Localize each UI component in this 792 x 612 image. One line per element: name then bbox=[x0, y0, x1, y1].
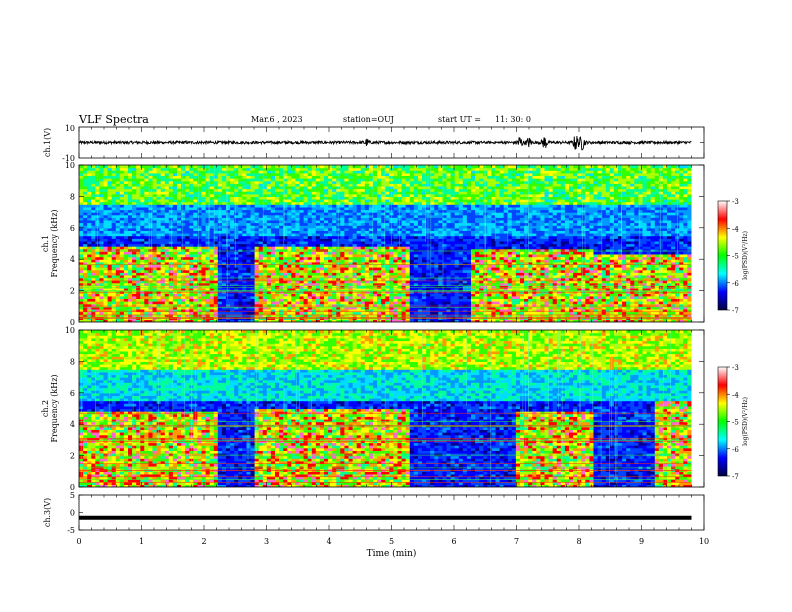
ch1-spectrogram-channel-label: ch.1 bbox=[41, 235, 50, 252]
ch3-ytick-label: -5 bbox=[67, 526, 75, 535]
time-xtick-label: 7 bbox=[514, 537, 519, 546]
ch1-colorbar-tick-label: -3 bbox=[732, 198, 739, 206]
ch3-waveform-ylabel: ch.3(V) bbox=[43, 498, 52, 527]
ch1-spectrogram-ytick-label: 8 bbox=[70, 192, 75, 201]
ch2-colorbar-bar bbox=[717, 366, 728, 477]
ch2-colorbar-tick-label: -6 bbox=[732, 446, 739, 454]
ch3-waveform-frame bbox=[78, 494, 705, 531]
ch2-spectrogram-channel-label: ch.2 bbox=[41, 400, 50, 417]
ch1-ytick-label: 10 bbox=[65, 124, 75, 133]
ch1-waveform-ylabel: ch.1(V) bbox=[43, 128, 52, 157]
time-xlabel: Time (min) bbox=[367, 548, 417, 559]
ch1-spectrogram-ytick-label: 2 bbox=[70, 287, 75, 296]
ch1-waveform-panel: 10 -10 ch.1(V) bbox=[43, 124, 705, 163]
ch3-ytick-label: 5 bbox=[70, 491, 75, 500]
figure-title: VLF Spectra bbox=[79, 113, 149, 126]
start-ut-value: 11: 30: 0 bbox=[495, 115, 531, 124]
ch1-colorbar-tick-label: -6 bbox=[732, 280, 739, 288]
ch2-spectrogram-ylabel: Frequency (kHz) bbox=[50, 374, 59, 442]
date-label: Mar.6 , 2023 bbox=[251, 115, 303, 124]
ch1-spectrogram-ylabel: Frequency (kHz) bbox=[50, 209, 59, 277]
ch1-colorbar: -3 -4 -5 -6 -7 log(PSD)(V²/Hz) bbox=[717, 198, 749, 315]
ch2-colorbar-tick-label: -5 bbox=[732, 419, 739, 427]
ch2-spectrogram-ytick-label: 0 bbox=[70, 483, 75, 492]
ch2-spectrogram-cells bbox=[79, 330, 704, 487]
ch2-colorbar-tick-label: -4 bbox=[732, 391, 739, 399]
time-xtick-label: 3 bbox=[264, 537, 269, 546]
ch2-colorbar: -3 -4 -5 -6 -7 log(PSD)(V²/Hz) bbox=[717, 364, 749, 481]
ch2-spectrogram-ytick-label: 4 bbox=[70, 420, 75, 429]
ch1-spectrogram-ytick-label: 6 bbox=[70, 224, 75, 233]
time-xtick-label: 1 bbox=[139, 537, 144, 546]
ch1-spectrogram-ytick-label: 4 bbox=[70, 255, 75, 264]
time-xtick-label: 10 bbox=[699, 537, 709, 546]
ch1-colorbar-tick-label: -4 bbox=[732, 225, 739, 233]
ch1-spectrogram-cells bbox=[79, 165, 704, 322]
ch1-spectrogram-ytick-label: 10 bbox=[65, 161, 75, 170]
ch1-spectrogram-panel: 0 2 4 6 8 10 ch.1 Frequency (kHz) bbox=[41, 161, 705, 327]
ch2-spectrogram-ytick-label: 10 bbox=[65, 326, 75, 335]
ch1-ytick-label: -10 bbox=[62, 154, 75, 163]
ch2-colorbar-tick-label: -3 bbox=[732, 364, 739, 372]
ch1-colorbar-bar bbox=[717, 200, 728, 311]
time-xtick-label: 4 bbox=[326, 537, 331, 546]
time-xtick-label: 9 bbox=[639, 537, 644, 546]
ch2-colorbar-label: log(PSD)(V²/Hz) bbox=[742, 397, 749, 446]
time-xtick-label: 0 bbox=[76, 537, 81, 546]
start-ut-label: start UT = bbox=[438, 115, 481, 124]
time-xtick-label: 5 bbox=[389, 537, 394, 546]
ch1-colorbar-tick-label: -5 bbox=[732, 253, 739, 261]
ch1-colorbar-label: log(PSD)(V²/Hz) bbox=[742, 231, 749, 280]
ch2-spectrogram-ytick-label: 2 bbox=[70, 452, 75, 461]
ch2-spectrogram-ytick-label: 8 bbox=[70, 357, 75, 366]
time-xtick-label: 8 bbox=[576, 537, 581, 546]
ch2-spectrogram-panel: 0 2 4 6 8 10 ch.2 Frequency (kHz) bbox=[41, 326, 705, 492]
ch1-colorbar-tick-label: -7 bbox=[732, 307, 739, 315]
ch1-spectrogram-ytick-label: 0 bbox=[70, 318, 75, 327]
ch3-ytick-label: 0 bbox=[70, 509, 75, 518]
time-xtick-label: 6 bbox=[451, 537, 456, 546]
ch2-colorbar-tick-label: -7 bbox=[732, 473, 739, 481]
ch2-spectrogram-ytick-label: 6 bbox=[70, 389, 75, 398]
ch1-waveform-trace bbox=[78, 135, 692, 151]
time-xtick-label: 2 bbox=[201, 537, 206, 546]
station-label: station=OUJ bbox=[343, 115, 394, 124]
